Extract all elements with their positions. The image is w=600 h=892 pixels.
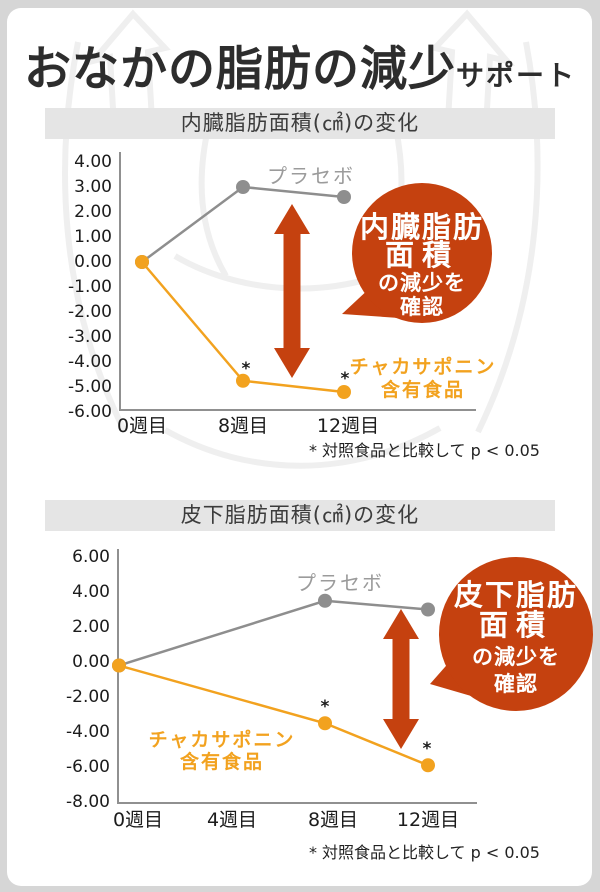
callout-bubble-2	[430, 557, 593, 711]
data-point	[318, 716, 332, 731]
legend-test-food-line2: 含有食品	[179, 751, 264, 773]
belly-watermark	[62, 9, 541, 469]
legend-test-food-line2: 含有食品	[380, 379, 465, 401]
bubble1-line1: 内臓脂肪	[359, 210, 484, 244]
series-line	[141, 185, 345, 264]
chart2-axes	[117, 549, 477, 804]
watermark-lower-curve	[163, 425, 442, 469]
significance-marker: *	[422, 739, 432, 759]
bubble2-line4: 確認	[494, 671, 538, 696]
y-tick: 0.00	[72, 652, 110, 672]
page-title-main: おなかの脂肪の減少	[23, 42, 456, 97]
legend-placebo: プラセボ	[267, 164, 355, 188]
data-point	[421, 758, 435, 773]
watermark-inner-left	[198, 119, 229, 278]
y-tick: -5.00	[68, 377, 112, 397]
data-point	[135, 255, 149, 269]
data-point	[112, 658, 126, 673]
bubble1-circle	[352, 183, 492, 323]
data-point	[337, 190, 351, 204]
x-label: 12週目	[316, 415, 380, 437]
chart1-axes	[119, 152, 476, 411]
y-tick: 1.00	[74, 227, 112, 247]
x-label: 8週目	[307, 809, 359, 831]
bubble2-line2: 面積	[478, 608, 553, 642]
difference-arrow-icon	[383, 609, 419, 749]
x-label: 0週目	[116, 415, 168, 437]
significance-marker: *	[320, 697, 330, 717]
x-label: 12週目	[396, 809, 460, 831]
section-title-visceral: 内臓脂肪面積(㎠)の変化	[45, 108, 555, 139]
y-tick: -2.00	[68, 302, 112, 322]
page-title: おなかの脂肪の減少サポート	[0, 30, 600, 99]
bubble2-circle	[439, 557, 593, 711]
y-tick: -1.00	[68, 277, 112, 297]
series-line	[118, 599, 429, 667]
bubble1-line3: の減少を	[378, 270, 466, 295]
content-card	[7, 8, 592, 886]
legend-placebo: プラセボ	[296, 571, 384, 595]
x-label: 8週目	[217, 415, 269, 437]
y-tick: 2.00	[72, 617, 110, 637]
bubble2-line3: の減少を	[472, 644, 560, 669]
y-tick: -6.00	[68, 402, 112, 422]
callout-bubble-1	[342, 183, 492, 323]
legend-test-food-line1: チャカサポニン	[349, 356, 497, 378]
section-title-subcutaneous: 皮下脂肪面積(㎠)の変化	[45, 500, 555, 531]
data-point	[236, 180, 250, 194]
significance-marker: *	[241, 359, 251, 379]
chart2-series	[112, 593, 435, 773]
data-point	[337, 385, 351, 399]
y-tick: 4.00	[72, 582, 110, 602]
y-tick: 2.00	[74, 202, 112, 222]
page-title-suffix: サポート	[455, 59, 576, 92]
y-tick: -3.00	[68, 327, 112, 347]
data-point	[318, 593, 332, 608]
y-tick: -8.00	[66, 792, 110, 812]
x-label: 0週目	[112, 809, 164, 831]
y-tick: -2.00	[66, 687, 110, 707]
chart1-series	[135, 180, 351, 399]
significance-marker: *	[340, 369, 350, 389]
y-tick: 4.00	[74, 152, 112, 172]
legend-test-food-line1: チャカサポニン	[148, 729, 296, 751]
subcutaneous-fat-chart	[112, 549, 593, 804]
y-tick: -6.00	[66, 757, 110, 777]
bubble1-line4: 確認	[400, 294, 444, 319]
y-tick: -4.00	[68, 352, 112, 372]
y-tick: 6.00	[72, 547, 110, 567]
watermark-torso-left	[62, 41, 128, 434]
footnote: * 対照食品と比較して p < 0.05	[308, 441, 540, 460]
data-point	[421, 602, 435, 617]
y-tick: 0.00	[74, 252, 112, 272]
visceral-fat-chart	[119, 152, 492, 411]
bubble2-line1: 皮下脂肪	[453, 578, 578, 612]
data-point	[236, 373, 250, 388]
footnote: * 対照食品と比較して p < 0.05	[308, 843, 540, 862]
y-tick: -4.00	[66, 722, 110, 742]
x-label: 4週目	[206, 809, 258, 831]
bubble1-line2: 面積	[384, 238, 459, 272]
watermark-torso-right	[475, 41, 541, 434]
y-tick: 3.00	[74, 177, 112, 197]
difference-arrow-icon	[274, 204, 310, 378]
